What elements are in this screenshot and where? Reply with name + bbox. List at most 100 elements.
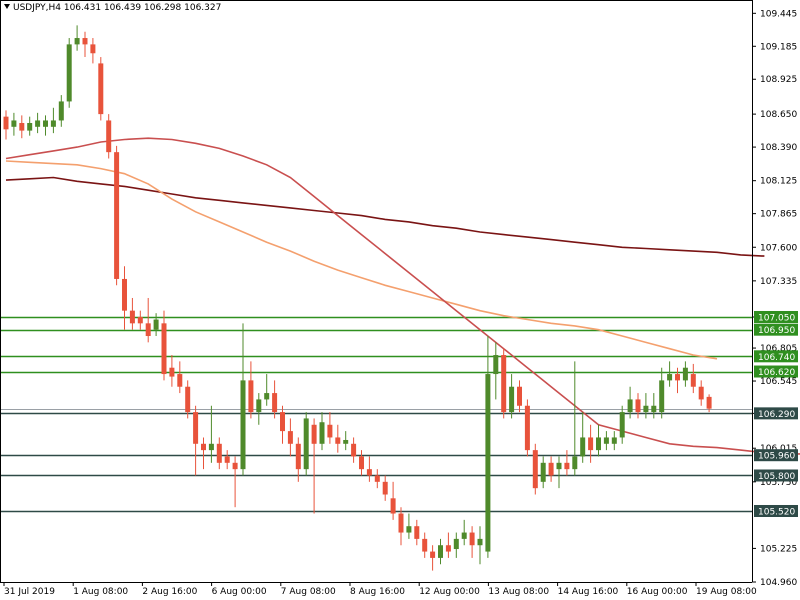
candle bbox=[193, 405, 199, 476]
candle-body bbox=[509, 386, 515, 413]
candle-body bbox=[453, 538, 459, 550]
y-tick-label: 106.545 bbox=[760, 377, 797, 387]
symbol-label: USDJPY,H4 bbox=[13, 3, 61, 13]
candle-body bbox=[422, 538, 428, 552]
candle-body bbox=[122, 278, 127, 311]
candle-body bbox=[177, 374, 183, 387]
candle bbox=[651, 393, 657, 419]
candle-body bbox=[414, 526, 420, 539]
candle bbox=[287, 418, 293, 457]
candle bbox=[469, 526, 475, 558]
candle bbox=[540, 456, 546, 489]
ohlc-open: 106.431 bbox=[63, 3, 102, 13]
candle-body bbox=[153, 319, 159, 330]
candle bbox=[659, 367, 665, 419]
ohlc-close: 106.327 bbox=[184, 3, 222, 13]
candle bbox=[295, 437, 301, 482]
candle bbox=[603, 431, 609, 451]
level-label: 106.290 bbox=[754, 407, 798, 420]
y-tick-label: 105.750 bbox=[760, 478, 797, 488]
y-tick-label: 107.335 bbox=[760, 277, 797, 287]
candle bbox=[390, 481, 396, 520]
candle bbox=[272, 380, 278, 419]
candle-body bbox=[137, 316, 143, 324]
x-tick-label: 19 Aug 08:00 bbox=[696, 587, 757, 597]
candle bbox=[27, 116, 33, 136]
candle bbox=[690, 363, 696, 394]
candle-body bbox=[19, 122, 25, 131]
candle bbox=[382, 475, 388, 501]
candle bbox=[698, 380, 704, 406]
candle-body bbox=[438, 545, 443, 558]
candle-body bbox=[27, 122, 33, 131]
candle bbox=[35, 112, 41, 134]
candle-body bbox=[145, 323, 151, 337]
x-tick-label: 2 Aug 16:00 bbox=[142, 587, 197, 597]
candle bbox=[374, 469, 380, 489]
candle bbox=[445, 532, 451, 558]
level-label-bg bbox=[754, 310, 798, 323]
candle-body bbox=[224, 456, 230, 463]
level-label: 106.740 bbox=[754, 350, 798, 363]
level-label-text: 106.950 bbox=[758, 326, 795, 336]
candle-body bbox=[374, 475, 380, 482]
candle bbox=[82, 31, 88, 58]
x-tick-label: 14 Aug 16:00 bbox=[558, 587, 619, 597]
candle-body bbox=[667, 374, 673, 381]
candle bbox=[430, 545, 436, 571]
candle bbox=[122, 266, 127, 330]
candle-body bbox=[161, 323, 167, 375]
candle bbox=[572, 361, 578, 476]
candle bbox=[461, 519, 467, 546]
candle bbox=[588, 424, 594, 463]
candle bbox=[682, 361, 688, 387]
candle-body bbox=[35, 120, 41, 127]
candle-body bbox=[517, 386, 522, 406]
candle-body bbox=[287, 431, 293, 444]
chart-header: USDJPY,H4 106.431 106.439 106.298 106.32… bbox=[4, 3, 221, 13]
candle-body bbox=[619, 412, 625, 438]
plot-background bbox=[0, 0, 752, 582]
candle bbox=[351, 437, 357, 463]
candle bbox=[311, 418, 317, 514]
candle bbox=[564, 450, 570, 476]
y-tick-label: 107.865 bbox=[760, 210, 797, 220]
candle-body bbox=[240, 380, 246, 470]
candle-body bbox=[280, 412, 285, 432]
candle-body bbox=[627, 399, 633, 413]
candle bbox=[635, 393, 641, 419]
x-tick-label: 13 Aug 08:00 bbox=[488, 587, 549, 597]
candle bbox=[611, 431, 617, 451]
candle bbox=[675, 367, 680, 394]
candle-body bbox=[272, 393, 278, 413]
candle-body bbox=[635, 399, 641, 413]
candle-body bbox=[129, 310, 135, 324]
level-label: 107.050 bbox=[754, 310, 798, 323]
y-tick-label: 108.390 bbox=[760, 143, 797, 153]
candle-body bbox=[603, 437, 609, 444]
candle-body bbox=[82, 38, 88, 45]
candle-body bbox=[335, 437, 341, 444]
candle-body bbox=[548, 462, 554, 476]
level-label-text: 106.620 bbox=[758, 368, 795, 378]
candle-body bbox=[264, 393, 270, 400]
y-tick-label: 108.650 bbox=[760, 110, 797, 120]
candle bbox=[366, 456, 372, 482]
candle bbox=[343, 431, 349, 451]
level-label-bg bbox=[754, 469, 798, 482]
x-tick-label: 16 Aug 00:00 bbox=[627, 587, 688, 597]
dropdown-triangle-icon[interactable] bbox=[4, 4, 10, 9]
x-tick-label: 6 Aug 00:00 bbox=[212, 587, 267, 597]
candle bbox=[359, 450, 364, 476]
candle bbox=[556, 456, 562, 489]
candle-body bbox=[106, 120, 112, 153]
candle-body bbox=[572, 456, 578, 470]
candle-body bbox=[3, 116, 9, 130]
candle bbox=[548, 456, 554, 482]
candle-body bbox=[611, 437, 617, 444]
candle bbox=[145, 297, 151, 343]
candle-body bbox=[532, 450, 538, 489]
candle bbox=[493, 342, 499, 400]
candle-body bbox=[343, 439, 349, 444]
